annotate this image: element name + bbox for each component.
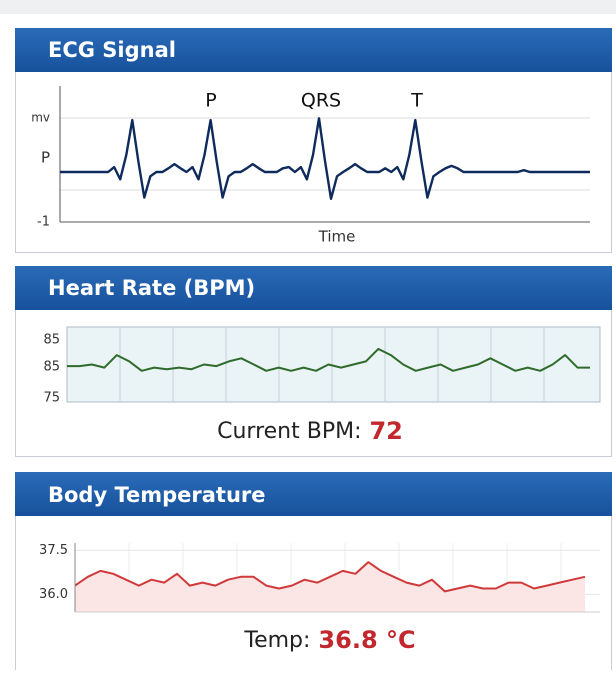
- panel-title: Heart Rate (BPM): [48, 276, 255, 300]
- y-label: 85: [43, 333, 60, 348]
- readout-value: 36.8 °C: [318, 626, 415, 654]
- panel-header: [15, 266, 612, 310]
- y-label: 85: [43, 360, 60, 375]
- top-strip: [0, 0, 616, 14]
- panel-header: [15, 472, 612, 516]
- panel-title: Body Temperature: [48, 483, 266, 507]
- y-label: mv: [31, 111, 50, 125]
- readout-value: 72: [369, 417, 402, 445]
- x-label: Time: [318, 228, 356, 246]
- readout-label: Current BPM:: [217, 419, 361, 444]
- line: [67, 347, 590, 372]
- readout-label: Temp:: [243, 628, 310, 653]
- area: [75, 562, 585, 612]
- annotation: T: [410, 90, 423, 112]
- annotation: QRS: [301, 90, 341, 112]
- plot-area: [66, 326, 601, 403]
- y-tick-label: -1: [37, 215, 50, 230]
- y-tick-label: 36.0: [39, 587, 68, 602]
- line: [60, 117, 590, 200]
- readout: Temp: 36.8 °C: [243, 626, 415, 654]
- panel-title: ECG Signal: [48, 38, 176, 62]
- annotation: P: [205, 90, 216, 112]
- panel-header: [15, 28, 612, 72]
- readout: Current BPM: 72: [217, 417, 403, 445]
- y-tick-label: 37.5: [39, 543, 68, 558]
- line: [74, 561, 586, 593]
- y-label: 75: [43, 391, 60, 406]
- y-label: P: [41, 149, 50, 167]
